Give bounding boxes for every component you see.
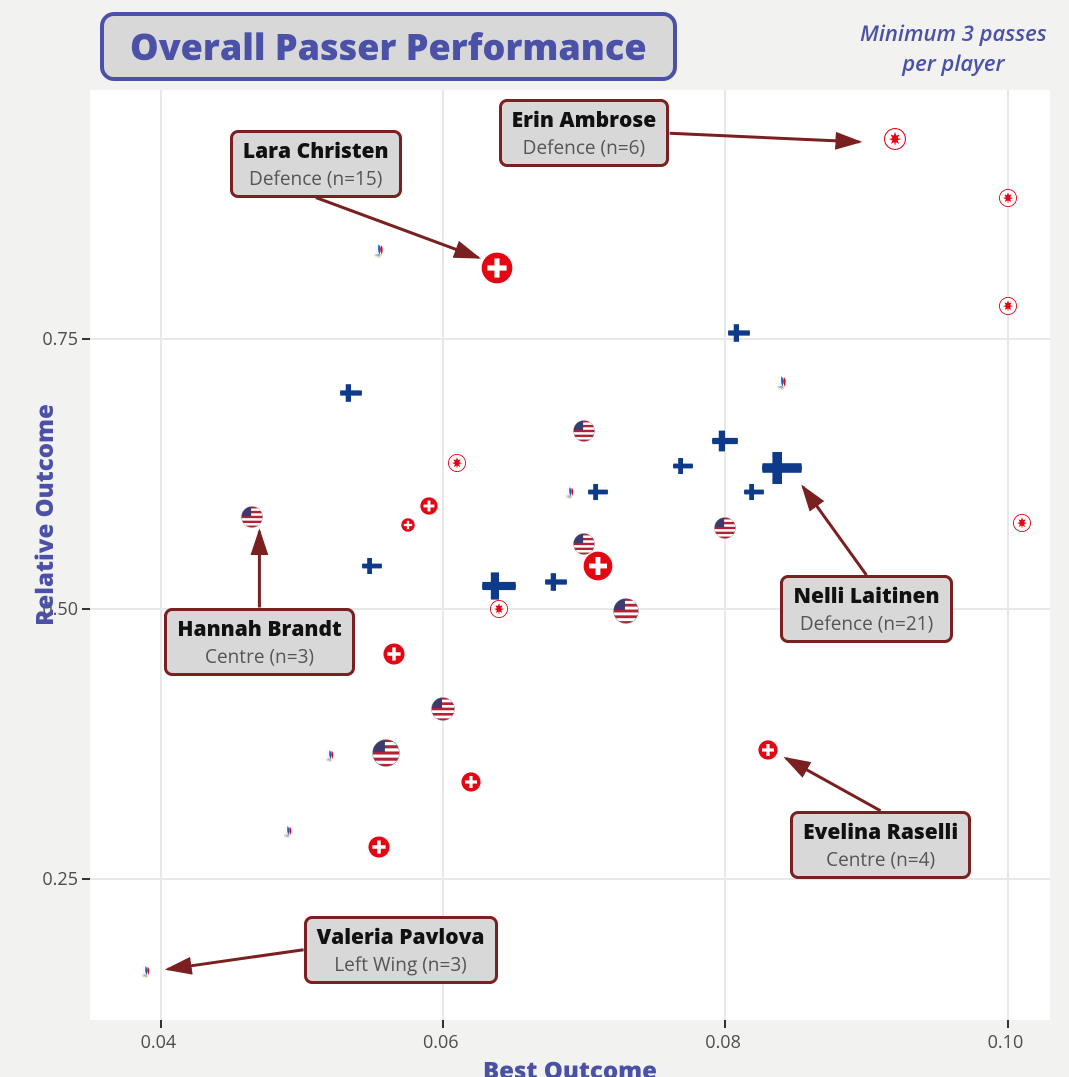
callout-arrow xyxy=(0,0,1069,1077)
callout-player-meta: Left Wing (n=3) xyxy=(317,951,485,977)
chart-root: Overall Passer PerformanceMinimum 3 pass… xyxy=(0,0,1069,1077)
callout-label: Valeria PavlovaLeft Wing (n=3) xyxy=(304,916,498,984)
callout-player-name: Valeria Pavlova xyxy=(317,923,485,951)
